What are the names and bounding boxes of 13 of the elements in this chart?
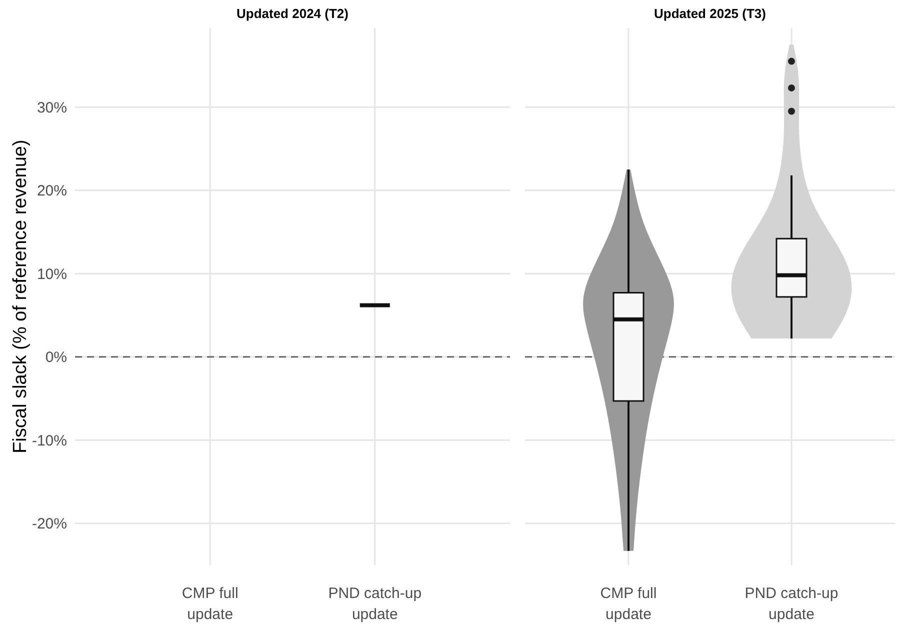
chart-title: Updated 2025 (T3): [654, 6, 766, 21]
x-tick-label: CMP full update: [600, 585, 657, 623]
y-tick-label: -10%: [32, 432, 67, 450]
y-tick-label: -20%: [32, 516, 67, 533]
y-axis-title: Fiscal slack (% of reference revenue): [10, 140, 31, 454]
chart-title: Updated 2024 (T2): [236, 6, 348, 21]
x-tick-label: PND catch-up update: [328, 585, 422, 623]
x-tick-label: PND catch-up update: [744, 585, 838, 623]
y-tick-label: 30%: [36, 99, 67, 116]
y-tick-label: 10%: [36, 266, 67, 283]
y-tick-label: 0%: [45, 349, 67, 366]
y-tick-label: 20%: [36, 182, 67, 200]
x-tick-label: CMP full update: [182, 585, 238, 623]
